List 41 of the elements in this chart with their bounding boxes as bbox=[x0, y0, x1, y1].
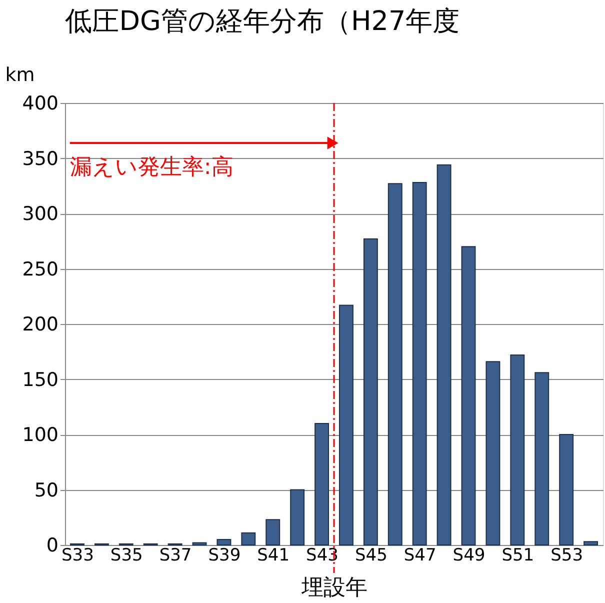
bar bbox=[534, 372, 550, 546]
annotation: 漏えい発生率:高 bbox=[70, 155, 234, 180]
y-tick-label: 200 bbox=[22, 314, 58, 336]
y-tick-label: 50 bbox=[34, 479, 58, 502]
bar bbox=[216, 538, 232, 546]
x-tick-label: S45 bbox=[354, 546, 388, 566]
chart-title: 低圧DG管の経年分布（H27年度 bbox=[65, 6, 460, 37]
y-axis-title: km bbox=[5, 64, 35, 86]
y-tick-label: 350 bbox=[22, 148, 58, 170]
y-tick-label: 150 bbox=[22, 368, 58, 391]
bar bbox=[436, 164, 452, 546]
y-tick-label: 0 bbox=[46, 534, 58, 556]
bar bbox=[241, 532, 256, 546]
bar bbox=[412, 182, 427, 546]
bar bbox=[290, 489, 305, 546]
x-tick-label: S51 bbox=[502, 546, 534, 566]
bar bbox=[266, 519, 280, 546]
x-tick-label: S43 bbox=[306, 546, 338, 566]
y-tick-label: 100 bbox=[22, 424, 58, 446]
x-tick-label: S47 bbox=[404, 546, 436, 566]
x-tick-label: S33 bbox=[62, 546, 94, 566]
x-tick-label: S49 bbox=[452, 546, 486, 566]
bar bbox=[584, 541, 598, 546]
bar bbox=[510, 354, 525, 546]
x-tick-label: S39 bbox=[208, 546, 241, 566]
x-tick-label: S41 bbox=[257, 546, 290, 566]
y-tick-label: 300 bbox=[22, 203, 58, 225]
x-axis-title: 埋設年 bbox=[300, 576, 368, 600]
bar bbox=[486, 361, 500, 546]
x-tick-label: S35 bbox=[110, 546, 143, 566]
bar bbox=[363, 238, 378, 546]
x-tick-label: S53 bbox=[550, 546, 584, 566]
y-tick-label: 250 bbox=[22, 258, 58, 280]
bar bbox=[339, 304, 354, 546]
bar bbox=[192, 542, 207, 546]
bar bbox=[314, 422, 329, 546]
bar bbox=[559, 434, 574, 546]
bar bbox=[461, 246, 476, 546]
y-tick-label: 400 bbox=[22, 92, 58, 114]
x-tick-label: S37 bbox=[159, 546, 192, 566]
bar bbox=[388, 183, 402, 546]
